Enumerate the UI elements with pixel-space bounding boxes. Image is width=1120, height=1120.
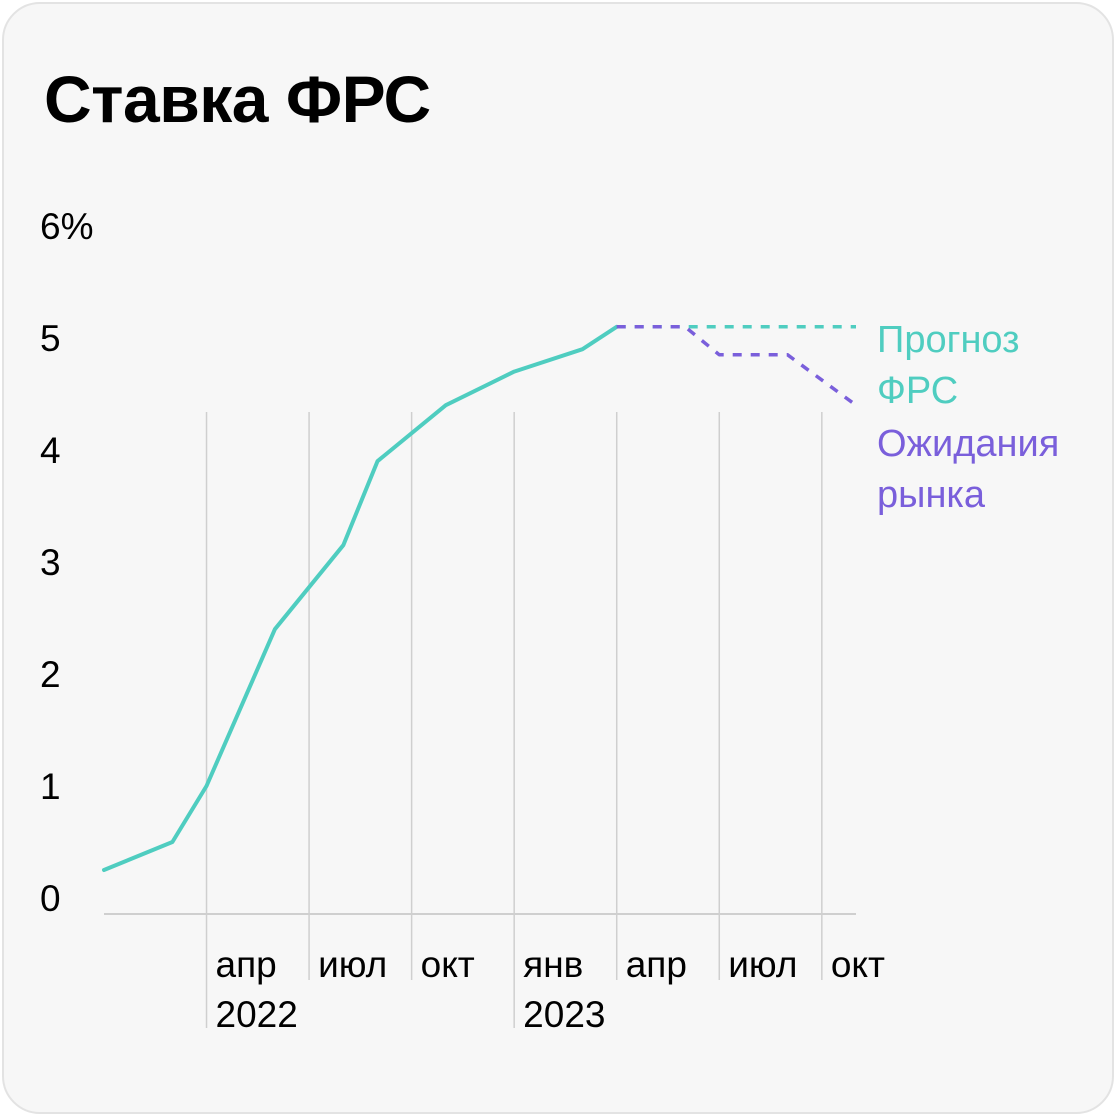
y-tick-label: 0	[40, 878, 61, 919]
y-tick-label: 1	[40, 766, 61, 807]
x-year-label: 2023	[523, 994, 605, 1035]
x-tick-label: янв	[523, 944, 583, 985]
x-tick-label: июл	[318, 944, 387, 985]
x-tick-label: окт	[421, 944, 475, 985]
series-label-fed: ФРС	[877, 370, 958, 412]
chart-title: Ставка ФРС	[44, 62, 431, 136]
series-label-market: рынка	[877, 474, 986, 516]
y-tick-label: 3	[40, 542, 61, 583]
series-label-fed: Прогноз	[877, 319, 1020, 361]
x-year-label: 2022	[216, 994, 298, 1035]
x-tick-label: окт	[831, 944, 885, 985]
x-tick-label: апр	[216, 944, 277, 985]
x-tick-label: апр	[626, 944, 687, 985]
x-tick-label: июл	[728, 944, 797, 985]
series-line-fed-actual	[102, 324, 619, 872]
y-tick-label: 5	[40, 318, 61, 359]
series-line-market-expectations	[616, 325, 858, 407]
y-tick-label: 4	[40, 430, 61, 471]
y-tick-label: 2	[40, 654, 61, 695]
y-tick-label: 6%	[40, 206, 93, 247]
series-label-market: Ожидания	[877, 423, 1059, 465]
